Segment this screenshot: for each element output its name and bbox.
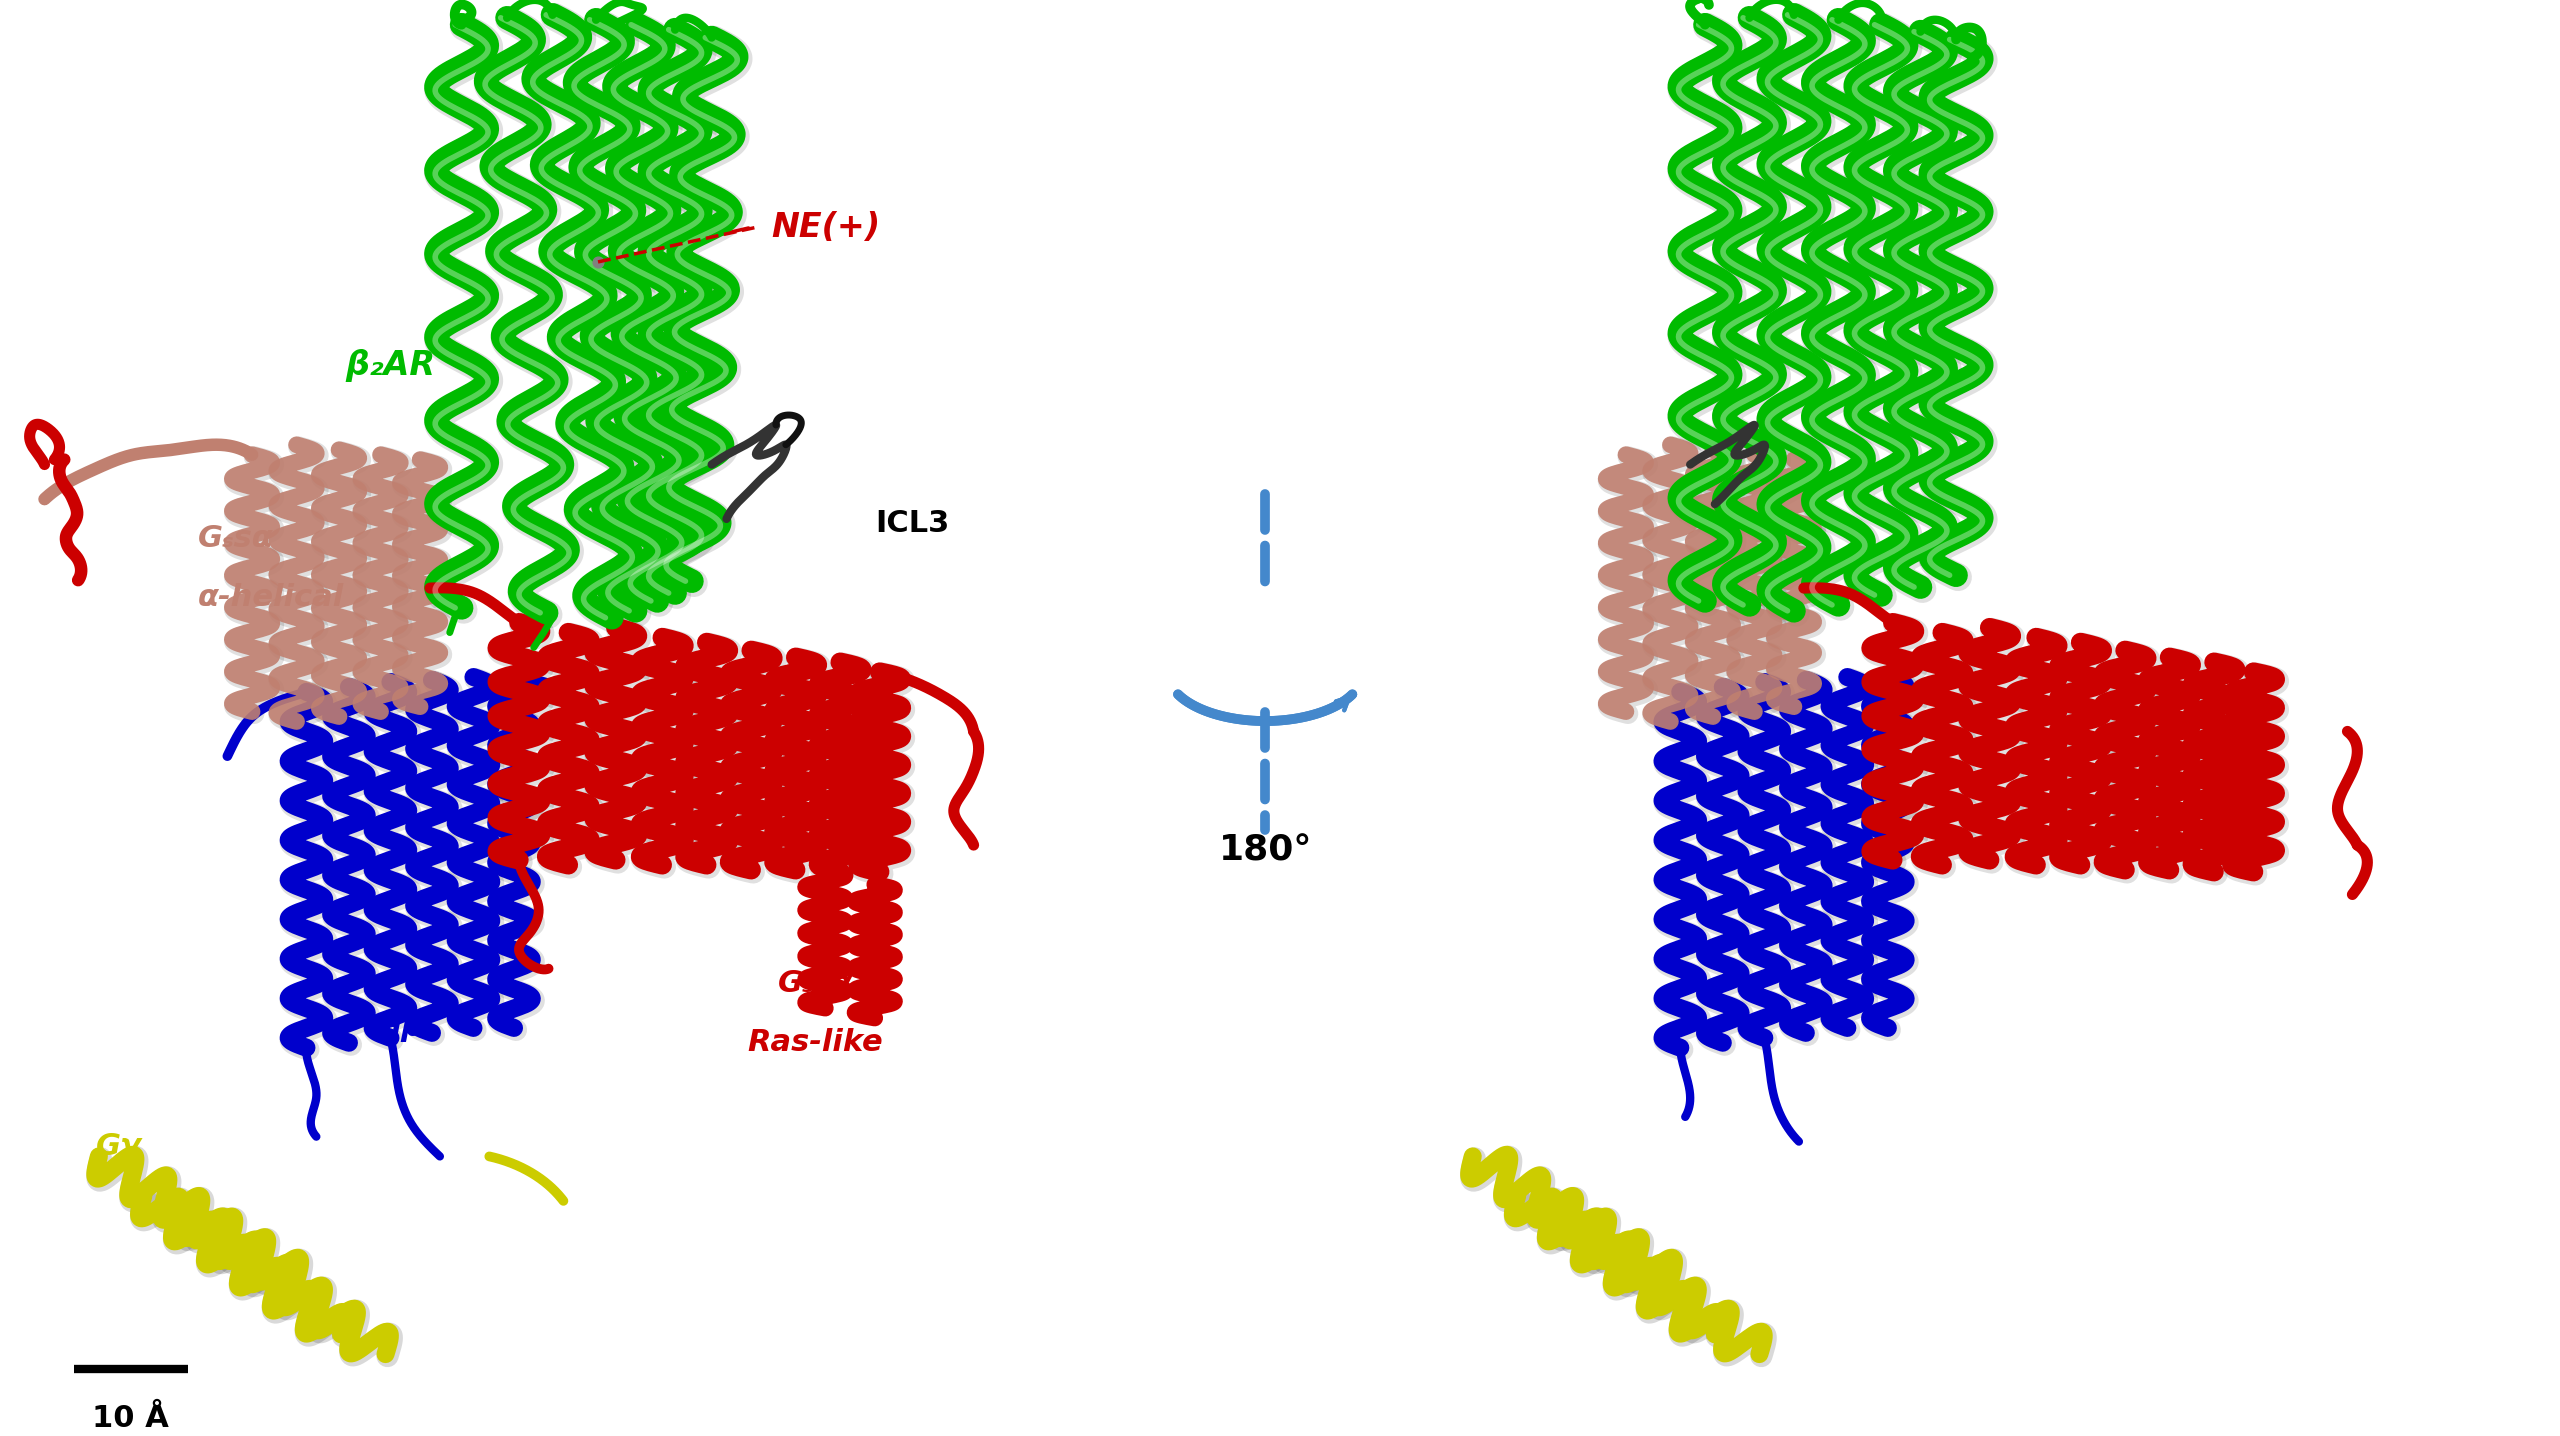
Text: Gₛsα: Gₛsα: [778, 969, 852, 998]
Text: Gβ: Gβ: [376, 1014, 425, 1043]
Text: Gₛsα: Gₛsα: [197, 524, 274, 553]
Text: NE(+): NE(+): [771, 211, 881, 244]
Text: 180°: 180°: [1219, 833, 1311, 867]
Text: α-helical: α-helical: [197, 583, 343, 612]
Text: Gγ: Gγ: [95, 1132, 141, 1162]
Point: [579, 250, 620, 273]
Text: β₂AR: β₂AR: [346, 349, 435, 382]
Text: Ras-like: Ras-like: [748, 1028, 883, 1057]
Text: 10 Å: 10 Å: [92, 1403, 169, 1433]
Text: ICL3: ICL3: [876, 510, 950, 538]
